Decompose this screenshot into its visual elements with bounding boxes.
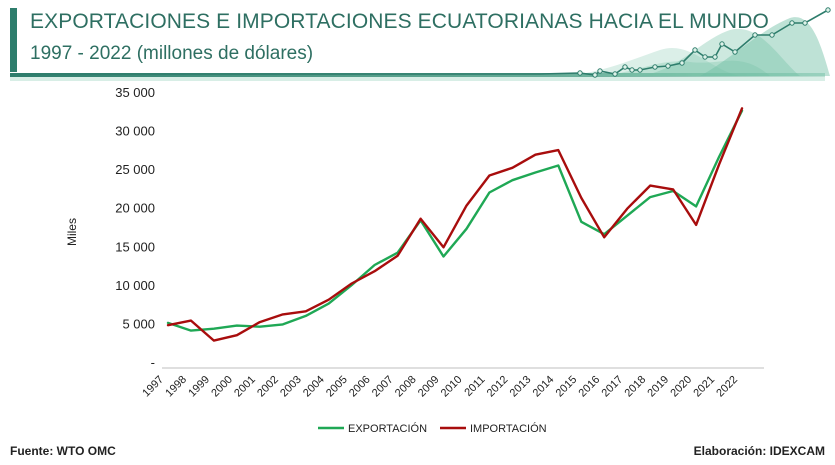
x-tick-label: 2013 bbox=[508, 374, 534, 400]
y-tick-label: - bbox=[151, 355, 155, 370]
y-tick-label: 35 000 bbox=[115, 85, 155, 100]
footer-source: Fuente: WTO OMC bbox=[10, 444, 116, 458]
page-subtitle: 1997 - 2022 (millones de dólares) bbox=[30, 43, 314, 64]
title-accent-bar bbox=[10, 8, 17, 72]
x-tick-label: 2000 bbox=[209, 374, 235, 400]
x-tick-label: 2022 bbox=[714, 374, 740, 400]
y-tick-label: 10 000 bbox=[115, 278, 155, 293]
y-tick-label: 5 000 bbox=[122, 316, 155, 331]
x-tick-label: 2016 bbox=[577, 374, 603, 400]
x-tick-label: 2003 bbox=[278, 374, 304, 400]
x-tick-label: 1997 bbox=[140, 374, 166, 400]
x-tick-label: 2002 bbox=[255, 374, 281, 400]
x-axis: 1997199819992000200120022003200420052006… bbox=[140, 367, 764, 400]
legend-label: EXPORTACIÓN bbox=[348, 422, 427, 435]
y-tick-label: 25 000 bbox=[115, 162, 155, 177]
header-banner: EXPORTACIONES E IMPORTACIONES ECUATORIAN… bbox=[0, 0, 835, 82]
x-tick-label: 2009 bbox=[416, 374, 442, 400]
x-tick-label: 2005 bbox=[324, 374, 350, 400]
footer-credit: Elaboración: IDEXCAM bbox=[693, 444, 825, 458]
x-tick-label: 2019 bbox=[645, 374, 671, 400]
x-tick-label: 2010 bbox=[439, 374, 465, 400]
x-tick-label: 2014 bbox=[531, 374, 557, 400]
y-tick-label: 15 000 bbox=[115, 239, 155, 254]
x-tick-label: 2001 bbox=[232, 374, 258, 400]
x-tick-label: 2006 bbox=[347, 374, 373, 400]
banner-decoration bbox=[10, 7, 831, 81]
x-tick-label: 2008 bbox=[393, 374, 419, 400]
x-tick-label: 2020 bbox=[668, 374, 694, 400]
x-tick-label: 2017 bbox=[600, 374, 626, 400]
page-title: EXPORTACIONES E IMPORTACIONES ECUATORIAN… bbox=[30, 10, 769, 33]
line-chart: - 5 000 10 000 15 000 20 000 25 000 30 000 35 0… bbox=[65, 85, 764, 435]
series-lines bbox=[166, 107, 744, 342]
x-tick-label: 2018 bbox=[622, 374, 648, 400]
series-line-importacion bbox=[166, 107, 744, 342]
x-tick-label: 1999 bbox=[186, 374, 212, 400]
legend: EXPORTACIÓN IMPORTACIÓN bbox=[318, 422, 547, 435]
x-tick-label: 2007 bbox=[370, 374, 396, 400]
x-tick-label: 1998 bbox=[163, 374, 189, 400]
x-tick-label: 2015 bbox=[554, 374, 580, 400]
legend-item: IMPORTACIÓN bbox=[440, 422, 547, 435]
legend-item: EXPORTACIÓN bbox=[318, 422, 427, 435]
y-axis: - 5 000 10 000 15 000 20 000 25 000 30 000 35 0… bbox=[115, 85, 155, 370]
x-tick-label: 2004 bbox=[301, 374, 327, 400]
y-tick-label: 20 000 bbox=[115, 201, 155, 216]
x-tick-label: 2021 bbox=[691, 374, 717, 400]
y-tick-label: 30 000 bbox=[115, 124, 155, 139]
y-axis-label: Miles bbox=[65, 218, 79, 246]
series-line-exportacion bbox=[166, 109, 744, 332]
legend-label: IMPORTACIÓN bbox=[470, 422, 547, 435]
x-tick-label: 2011 bbox=[462, 374, 487, 399]
x-tick-label: 2012 bbox=[485, 374, 511, 400]
